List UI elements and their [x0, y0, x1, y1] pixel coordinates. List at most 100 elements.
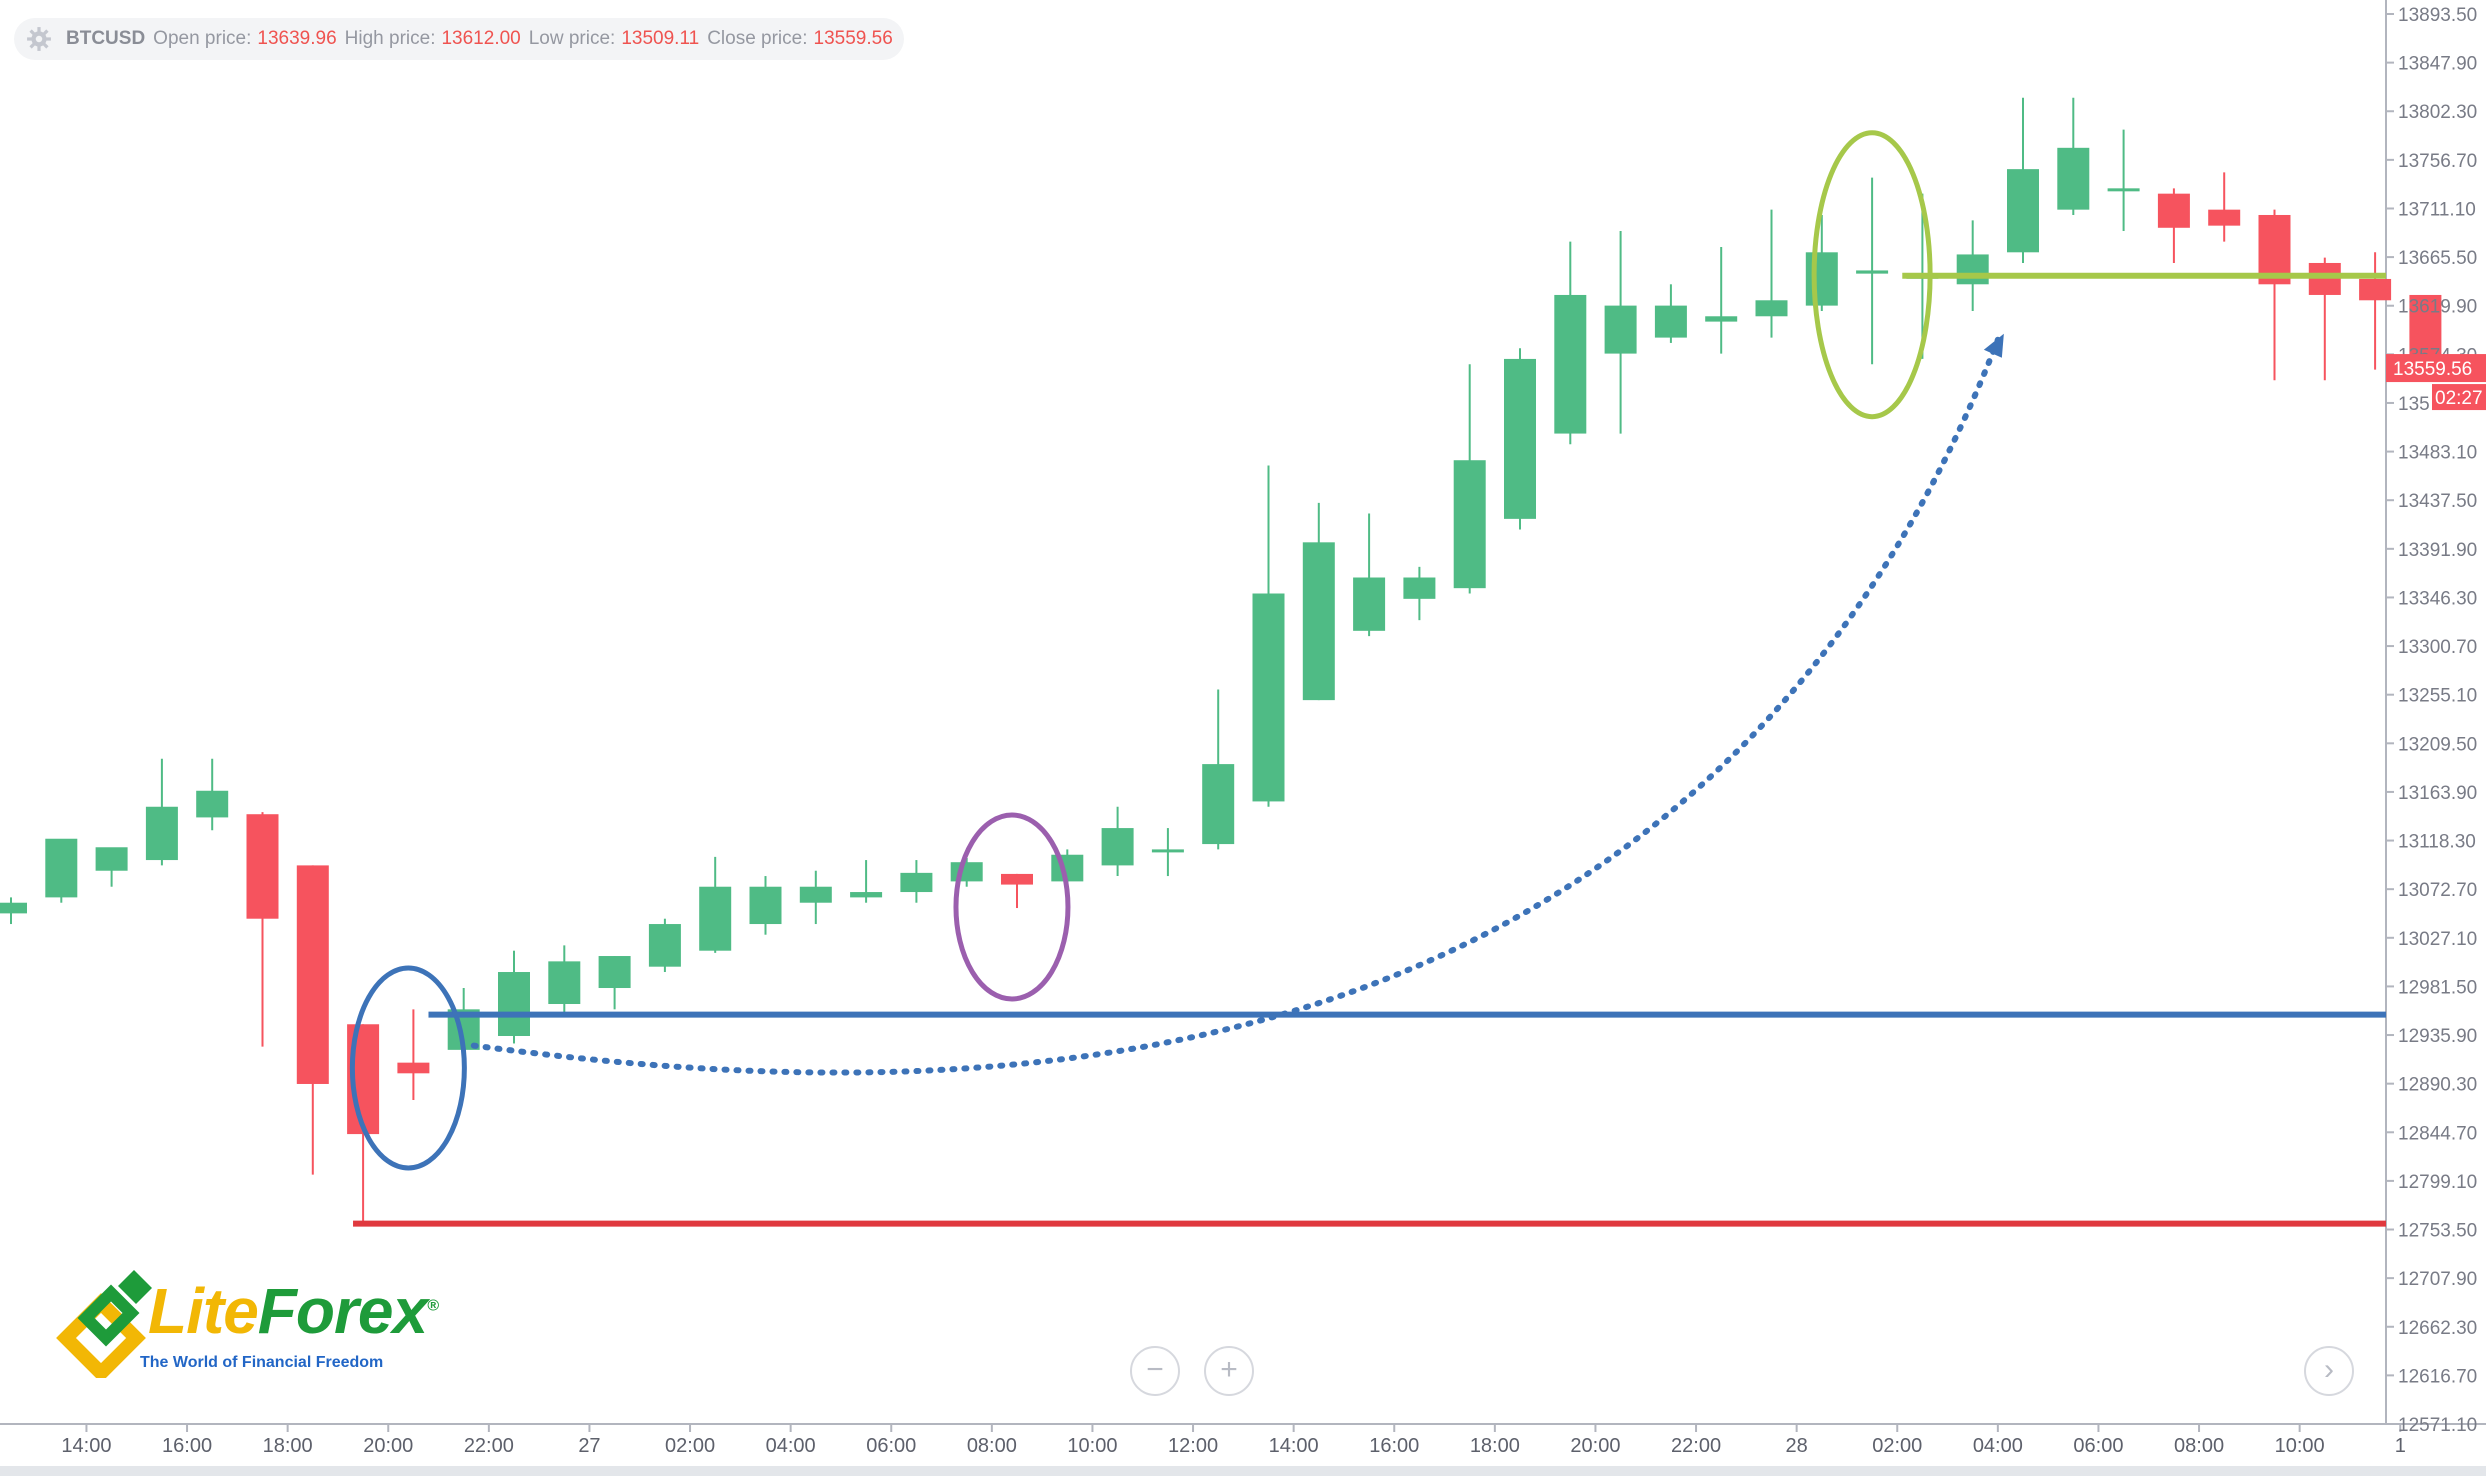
candle-up[interactable]	[1353, 513, 1386, 637]
candle-up[interactable]	[1805, 214, 1838, 311]
candle-up[interactable]	[1755, 209, 1788, 338]
candle-body	[1453, 460, 1486, 589]
x-tick-label: 10:00	[2275, 1435, 2325, 1457]
dotted-arrow[interactable]	[470, 336, 2001, 1076]
candle-body	[1504, 358, 1536, 519]
candle-body	[598, 956, 631, 989]
y-tick-label: 13619.90	[2398, 297, 2477, 318]
open-label: Open price:	[153, 28, 252, 49]
candle-up[interactable]	[1302, 502, 1335, 701]
price-tag-value: 13559.56	[2393, 359, 2472, 380]
highlight-ellipse-purple[interactable]	[953, 812, 1071, 1002]
liteforex-logo: LiteForex® The World of Financial Freedo…	[56, 1262, 439, 1392]
candle-body	[1202, 764, 1235, 845]
candle-up[interactable]	[1403, 566, 1436, 621]
candle-up[interactable]	[648, 918, 681, 973]
logo-wordmark: LiteForex®	[148, 1274, 439, 1348]
bottom-scrollbar[interactable]	[0, 1466, 2486, 1476]
candle-up[interactable]	[95, 847, 128, 887]
candle-up[interactable]	[145, 758, 178, 866]
y-tick-label: 12662.30	[2398, 1318, 2477, 1339]
candle-up[interactable]	[1252, 465, 1285, 807]
candle-down[interactable]	[2157, 188, 2190, 263]
candle-up[interactable]	[548, 945, 581, 1015]
scroll-right-button[interactable]: ›	[2304, 1346, 2354, 1396]
candle-up[interactable]	[850, 860, 883, 903]
high-value: 13612.00	[441, 28, 521, 49]
candle-body	[1353, 577, 1386, 631]
candle-up[interactable]	[2057, 97, 2090, 215]
x-tick-label: 18:00	[1470, 1435, 1520, 1457]
zoom-in-button[interactable]: +	[1204, 1346, 1254, 1396]
gear-icon[interactable]	[26, 26, 52, 52]
y-tick-label: 13665.50	[2398, 248, 2477, 269]
y-tick-label: 12753.50	[2398, 1221, 2477, 1242]
y-tick-label: 13893.50	[2398, 5, 2477, 26]
candle-up[interactable]	[1453, 364, 1486, 594]
candle-up[interactable]	[900, 860, 933, 903]
candle-up[interactable]	[749, 876, 782, 935]
candle-up[interactable]	[0, 897, 27, 925]
candle-down[interactable]	[246, 812, 279, 1047]
candle-down[interactable]	[2258, 209, 2291, 381]
y-tick-label: 13072.70	[2398, 880, 2477, 901]
open-value: 13639.96	[257, 28, 337, 49]
candle-up[interactable]	[45, 838, 78, 903]
candle-up[interactable]	[196, 758, 229, 831]
candle-body	[145, 806, 178, 861]
x-tick-label: 16:00	[162, 1435, 212, 1457]
candle-up[interactable]	[1654, 284, 1687, 343]
candle-down[interactable]	[2208, 172, 2241, 242]
price-tag-bg	[2386, 354, 2486, 383]
candle-down[interactable]	[296, 865, 329, 1175]
highlight-ellipse-green[interactable]	[1811, 130, 1933, 420]
candle-down[interactable]	[1001, 873, 1033, 909]
x-tick-label: 02:00	[1872, 1435, 1922, 1457]
candle-up[interactable]	[1956, 220, 1989, 311]
candle-body	[2258, 214, 2291, 285]
candle-up[interactable]	[598, 956, 631, 1010]
candle-body	[0, 902, 27, 914]
candle-up[interactable]	[498, 950, 530, 1044]
candle-body	[1151, 849, 1184, 853]
candle-down[interactable]	[397, 1009, 430, 1100]
candle-up[interactable]	[1202, 689, 1235, 850]
candle-up[interactable]	[1856, 177, 1889, 365]
candle-down[interactable]	[2359, 252, 2392, 370]
candle-up[interactable]	[1705, 246, 1738, 354]
candle-up[interactable]	[2107, 129, 2140, 231]
candle-up[interactable]	[1504, 348, 1536, 530]
highlight-ellipse-blue[interactable]	[349, 965, 467, 1171]
candle-body	[1705, 316, 1738, 322]
candle-up[interactable]	[799, 870, 832, 925]
candle-up[interactable]	[1101, 806, 1134, 877]
y-tick-label: 13027.10	[2398, 929, 2477, 950]
candle-body	[850, 892, 883, 898]
candle-body	[548, 961, 581, 1005]
arrow-head-icon	[1983, 333, 2004, 358]
candle-up[interactable]	[1151, 828, 1184, 877]
low-label: Low price:	[528, 28, 616, 49]
x-tick-label: 14:00	[1269, 1435, 1319, 1457]
candle-up[interactable]	[1554, 241, 1587, 445]
candle-body	[900, 872, 933, 893]
candle-body	[1856, 270, 1889, 274]
candle-up[interactable]	[1604, 230, 1637, 434]
candle-body	[498, 972, 530, 1036]
y-tick-label: 13847.90	[2398, 54, 2477, 75]
candle-body	[2208, 209, 2241, 226]
y-tick-label: 13163.90	[2398, 783, 2477, 804]
candle-body	[2007, 169, 2039, 253]
candle-body	[246, 814, 279, 919]
candle-body	[1403, 577, 1436, 599]
x-tick-label: 04:00	[1973, 1435, 2023, 1457]
candle-up[interactable]	[699, 856, 732, 953]
x-tick-label: 20:00	[1570, 1435, 1620, 1457]
plus-circle-icon: +	[1220, 1353, 1238, 1386]
candle-up[interactable]	[2007, 97, 2039, 263]
x-tick-label: 02:00	[665, 1435, 715, 1457]
y-tick-label: 13756.70	[2398, 151, 2477, 172]
zoom-out-button[interactable]: −	[1130, 1346, 1180, 1396]
